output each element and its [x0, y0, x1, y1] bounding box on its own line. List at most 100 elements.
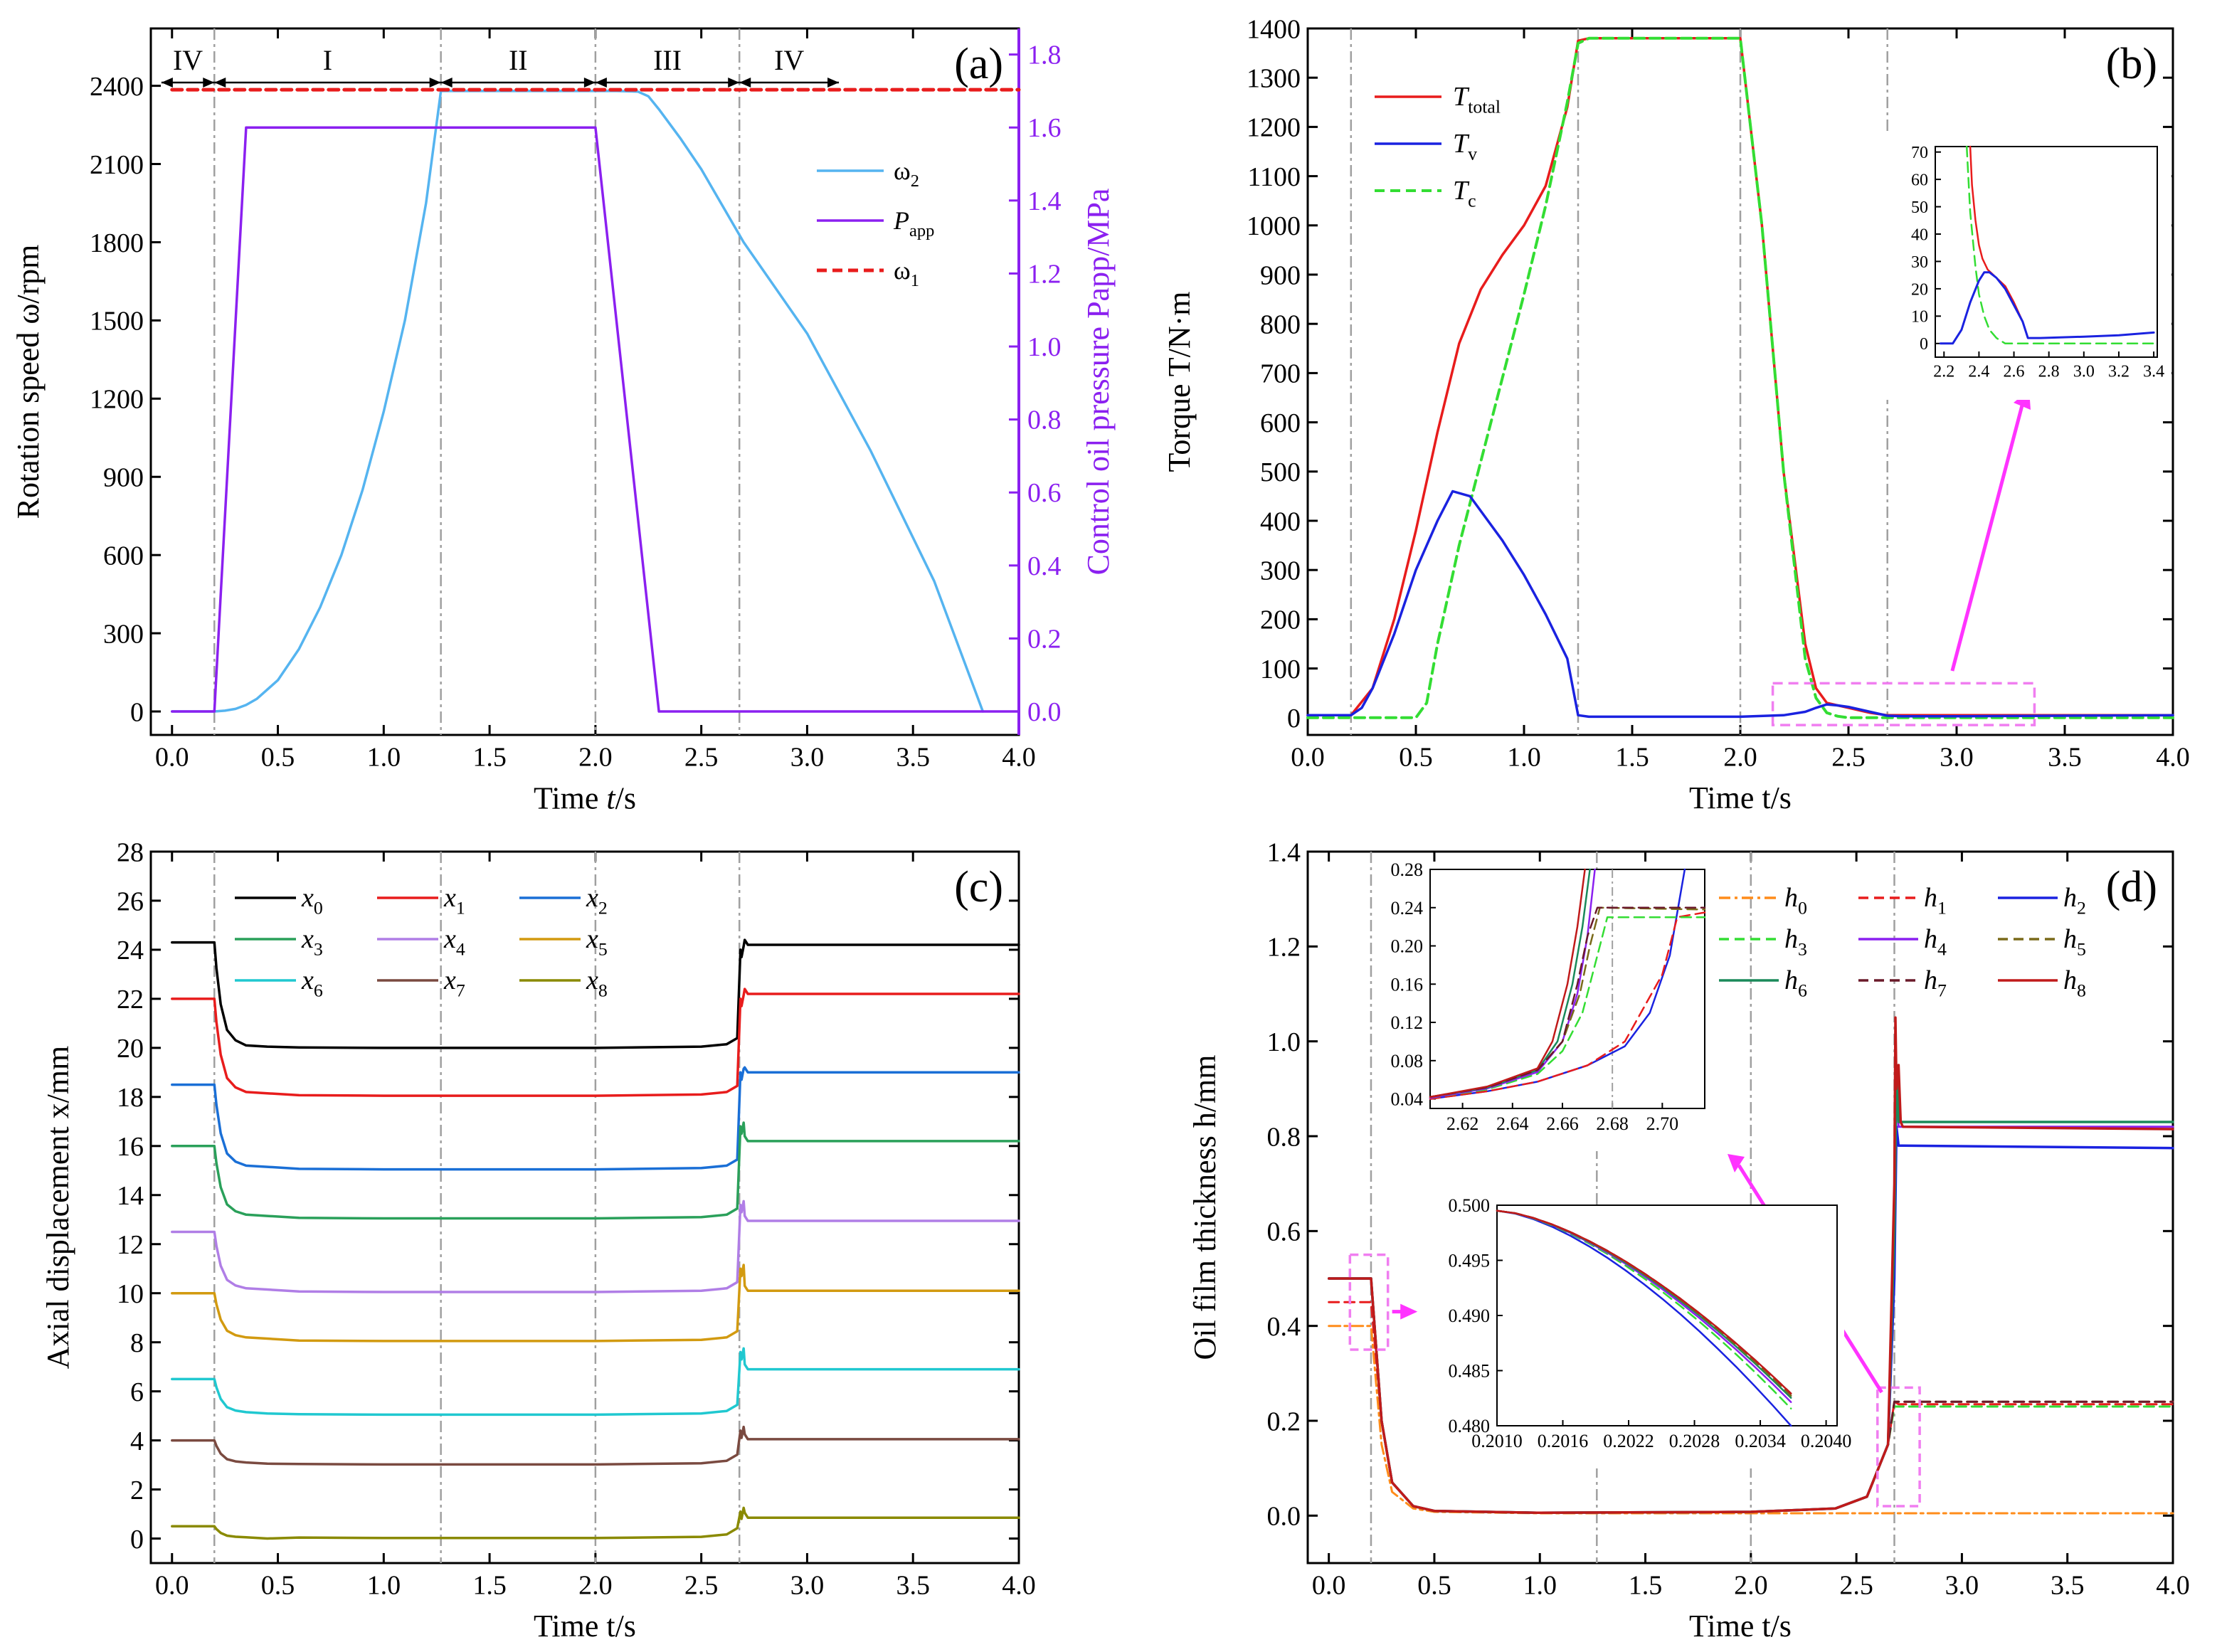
d-plot-frame — [1306, 850, 2174, 1564]
legend-label: h4 — [1924, 924, 1947, 960]
inset-x-tick-label: 2.8 — [2038, 363, 2060, 381]
inset-bottom-y-tick-label: 0.495 — [1449, 1251, 1491, 1271]
inset-bottom-y-tick-label: 0.480 — [1449, 1416, 1491, 1436]
legend-label: h2 — [2063, 883, 2086, 918]
legend-label-sub: 8 — [598, 980, 608, 1001]
d-x-tick-label: 2.0 — [1734, 1571, 1768, 1601]
zoom-arrowhead — [1728, 1154, 1745, 1172]
legend-label: x5 — [586, 924, 608, 960]
torque-inset: 2.2 2.4 2.6 2.8 3.0 3.2 3.4 0 10 20 30 40 50 60 70 — [1871, 132, 2171, 400]
inset-series-line — [1429, 906, 1706, 1098]
inset-background — [1871, 132, 2171, 400]
inset-x-tick-label: 3.0 — [2073, 363, 2095, 381]
c-x-tick-label: 2.5 — [684, 1571, 719, 1601]
b-y-tick-label: 200 — [1260, 605, 1301, 635]
a-y-tick-label: 1200 — [90, 385, 144, 415]
inset-top-x-tick-label: 2.64 — [1496, 1113, 1529, 1134]
c-y-tick-label: 14 — [117, 1181, 144, 1211]
film-inset-bottom: 0.2010 0.2016 0.2022 0.2028 0.2034 0.2040 0.48… — [1426, 1195, 1851, 1468]
c-x-tick-label: 3.5 — [896, 1571, 930, 1601]
right-y-tick-label: 1.4 — [1027, 186, 1062, 216]
legend-label: h0 — [1784, 883, 1807, 918]
b-y-tick-label: 1100 — [1247, 162, 1301, 192]
x-axis-label-part: Time — [534, 780, 606, 815]
x-axis-label: Time t/s — [1689, 780, 1792, 815]
c-y-tick-label: 24 — [117, 936, 144, 965]
stage-arrowhead — [595, 78, 607, 88]
d-y-tick-label: 0.6 — [1267, 1217, 1301, 1247]
panel-c: 0.0 0.5 1.0 1.5 2.0 2.5 3.0 3.5 4.00246810121416… — [41, 837, 1036, 1643]
stage-arrowhead — [440, 78, 453, 88]
right-y-tick-label: 1.8 — [1027, 41, 1062, 70]
legend-label-main: x — [443, 965, 456, 995]
legend-label-sub: total — [1468, 97, 1501, 117]
b-y-tick-label: 800 — [1260, 309, 1301, 339]
series-line — [171, 1347, 1020, 1417]
legend-label: h5 — [2063, 924, 2086, 960]
b-y-tick-label: 1300 — [1247, 63, 1301, 93]
legend-label-sub: c — [1468, 191, 1476, 211]
legend-label-main: x — [301, 883, 314, 913]
series-line — [171, 988, 1020, 1097]
legend-label: x3 — [301, 924, 323, 960]
series-line — [171, 1200, 1020, 1293]
legend-label-main: h — [2063, 883, 2077, 913]
inset-top-plot-frame — [1429, 869, 1705, 1109]
inset-top-y-tick-label: 0.28 — [1391, 859, 1424, 880]
legend-label-main: T — [1453, 82, 1470, 112]
stage-label: I — [323, 44, 332, 76]
b-x-tick-label: 3.0 — [1940, 743, 1974, 773]
series-line — [171, 1506, 1020, 1540]
legend-label: x0 — [301, 883, 323, 918]
d-y-tick-label: 0.0 — [1267, 1502, 1301, 1532]
series-line — [171, 1425, 1020, 1466]
c-y-tick-label: 0 — [130, 1525, 144, 1555]
legend-label-sub: 1 — [456, 898, 465, 918]
legend-label-main: h — [1924, 924, 1937, 954]
series-line — [171, 1121, 1020, 1220]
legend-label-sub: 0 — [314, 898, 323, 918]
legend-label-sub: app — [909, 221, 934, 240]
c-y-tick-label: 2 — [130, 1476, 144, 1505]
c-y-tick-label: 10 — [117, 1279, 144, 1309]
c-y-tick-label: 6 — [130, 1377, 144, 1407]
a-y-tick-label: 900 — [103, 463, 144, 493]
legend-label-sub: 6 — [1798, 980, 1807, 1001]
right-y-tick-label: 1.2 — [1027, 259, 1062, 289]
inset-bottom-x-tick-label: 0.2010 — [1471, 1431, 1523, 1451]
right-y-tick-label: 1.6 — [1027, 113, 1062, 143]
legend-label-main: ω — [894, 157, 911, 185]
right-y-tick-label: 0.0 — [1027, 697, 1062, 727]
legend-label-sub: 7 — [456, 980, 465, 1001]
a-x-tick-label: 3.5 — [896, 743, 930, 773]
legend-label-main: x — [443, 883, 456, 913]
legend-label-main: x — [301, 965, 314, 995]
x-axis-label-part: /s — [615, 780, 636, 815]
a-x-tick-label: 1.5 — [472, 743, 507, 773]
b-x-tick-label: 3.5 — [2048, 743, 2082, 773]
legend-label-sub: 5 — [2077, 939, 2086, 960]
x-axis-label: Time t/s — [534, 780, 636, 815]
legend-label-main: x — [586, 883, 598, 913]
c-y-tick-label: 18 — [117, 1083, 144, 1113]
c-x-tick-label: 2.0 — [578, 1571, 613, 1601]
legend-label: x8 — [586, 965, 608, 1001]
d-x-tick-label: 2.5 — [1839, 1571, 1873, 1601]
d-x-tick-label: 1.5 — [1629, 1571, 1663, 1601]
a-y-tick-label: 300 — [103, 619, 144, 649]
c-y-tick-label: 8 — [130, 1328, 144, 1358]
inset-y-tick-label: 10 — [1911, 308, 1928, 327]
inset-bottom-x-tick-label: 0.2034 — [1735, 1431, 1786, 1451]
inset-bottom-x-tick-label: 0.2040 — [1801, 1431, 1852, 1451]
right-y-axis-label: Control oil pressure Papp/MPa — [1081, 189, 1116, 576]
panel-b: 0.0 0.5 1.0 1.5 2.0 2.5 3.0 3.5 4.00100200300400… — [1162, 14, 2190, 815]
inset-top-x-tick-label: 2.62 — [1446, 1113, 1479, 1134]
a-y-tick-label: 1500 — [90, 307, 144, 337]
legend-label: Tv — [1453, 129, 1477, 164]
d-x-tick-label: 4.0 — [2156, 1571, 2190, 1601]
inset-series-line — [1429, 911, 1706, 1100]
legend-label-sub: 4 — [1937, 939, 1947, 960]
d-y-tick-label: 0.8 — [1267, 1122, 1301, 1152]
right-y-tick-label: 1.0 — [1027, 332, 1062, 362]
